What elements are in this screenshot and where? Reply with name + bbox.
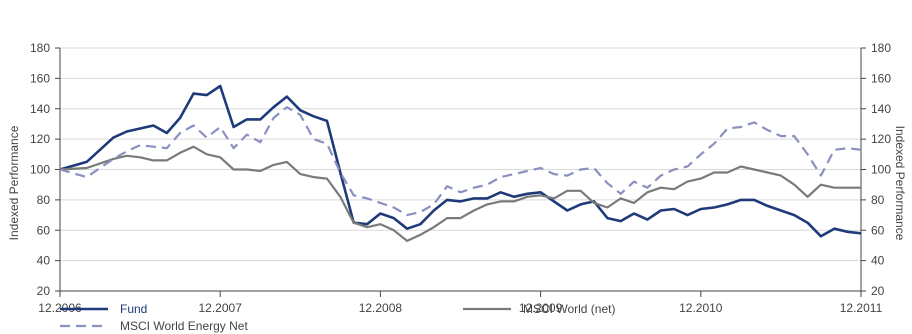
x-tick-label: 12.2009 — [519, 301, 563, 315]
y-tick-label-left: 20 — [37, 284, 51, 298]
y-tick-label-right: 40 — [871, 254, 885, 268]
y-tick-label-right: 140 — [871, 102, 891, 116]
y-tick-label-left: 120 — [30, 132, 50, 146]
legend-label: MSCI World Energy Net — [120, 319, 248, 333]
y-tick-label-right: 20 — [871, 284, 885, 298]
series-line-msci-world-net — [59, 145, 861, 242]
y-tick-label-left: 180 — [30, 41, 50, 55]
x-tick-label: 12.2011 — [840, 301, 883, 315]
y-tick-label-left: 140 — [30, 102, 50, 116]
x-tick-label: 12.2010 — [679, 301, 723, 315]
y-tick-label-right: 120 — [871, 132, 891, 146]
y-tick-label-left: 160 — [30, 71, 50, 85]
legend: Fund MSCI World (net) MSCI World Energy Ne… — [60, 302, 615, 333]
y-axis-title-left: Indexed Performance — [7, 125, 21, 240]
x-tick-label: 12.2008 — [359, 301, 403, 315]
y-tick-label-left: 40 — [37, 254, 51, 268]
y-tick-label-right: 80 — [871, 193, 885, 207]
series-line-msci-world-energy-net — [59, 106, 862, 217]
y-tick-label-right: 100 — [871, 163, 891, 177]
gridlines — [60, 47, 861, 292]
series-lines — [59, 84, 862, 242]
x-tick-label: 12.2007 — [199, 301, 243, 315]
axes: 20 20 40 40 60 60 80 80 100 100 120 120 140 140 160 160… — [30, 41, 891, 315]
y-tick-label-left: 80 — [37, 193, 51, 207]
y-tick-label-right: 160 — [871, 71, 891, 85]
y-axis-title-right: Indexed Performance — [893, 126, 907, 241]
legend-label: Fund — [120, 302, 147, 316]
y-tick-label-left: 60 — [37, 223, 51, 237]
series-line-fund — [59, 84, 862, 238]
y-tick-label-left: 100 — [30, 163, 50, 177]
y-tick-label-right: 180 — [871, 41, 891, 55]
legend-label: MSCI World (net) — [523, 302, 615, 316]
y-tick-label-right: 60 — [871, 223, 885, 237]
